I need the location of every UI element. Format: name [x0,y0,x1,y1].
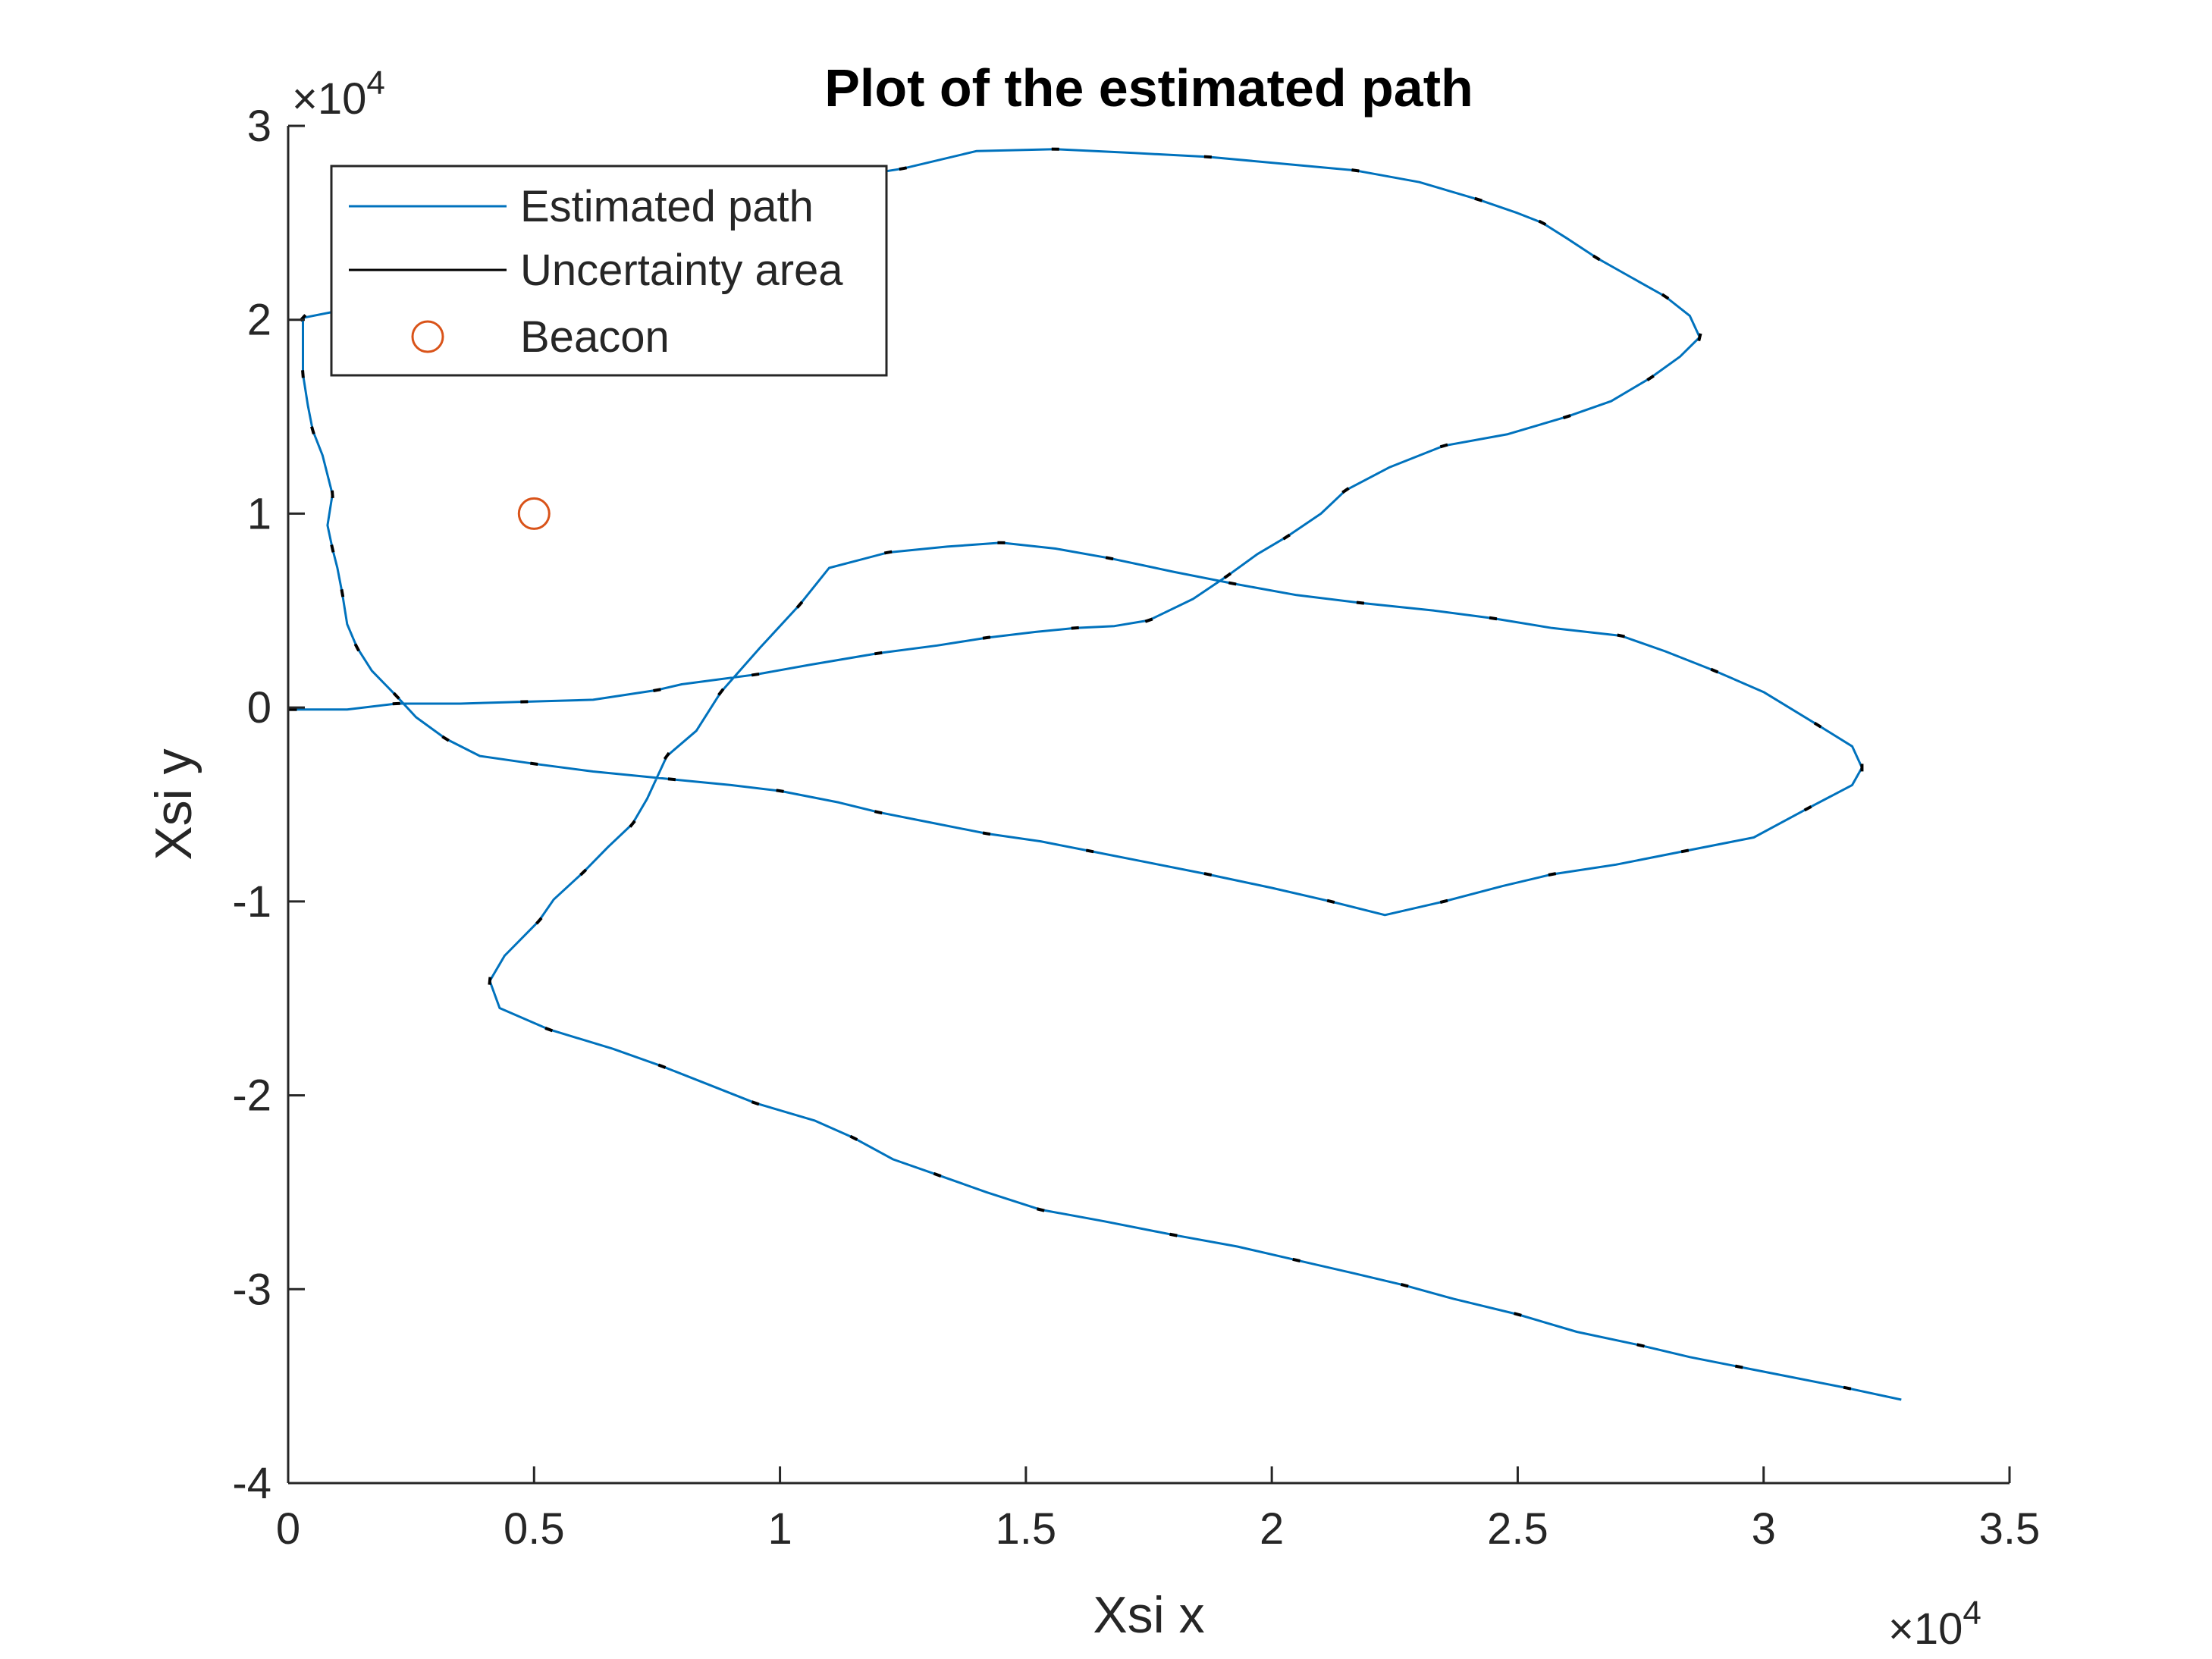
y-tick-label: 1 [247,489,271,538]
x-tick-label: 2 [1260,1504,1284,1554]
x-axis-exponent: ×104 [1888,1595,1981,1654]
y-tick-label: -2 [232,1071,271,1121]
x-tick-label: 2.5 [1487,1504,1548,1554]
uncertainty-area-mark [1548,872,1557,877]
uncertainty-area-mark [579,868,588,877]
uncertainty-area-mark [488,977,492,985]
uncertainty-area-mark [1228,581,1237,586]
uncertainty-area-mark [1105,556,1114,561]
y-tick-label: 3 [247,102,271,151]
uncertainty-area-mark [353,643,360,652]
axes [287,126,2010,1485]
x-tick-label: 1.5 [996,1504,1057,1554]
uncertainty-area-mark [1813,721,1822,729]
x-tick-label: 3 [1752,1504,1776,1554]
uncertainty-area-mark [1562,414,1571,419]
uncertainty-area-mark [899,166,908,171]
uncertainty-area-mark [1085,848,1094,854]
uncertainty-area-mark [1710,667,1719,674]
x-axis-label: Xsi x [1093,1586,1204,1644]
uncertainty-area-mark [1489,616,1498,621]
uncertainty-area-mark [1071,626,1079,630]
y-axis-label: Xsi y [145,748,202,860]
uncertainty-area-mark [535,917,543,925]
uncertainty-area-mark [1592,254,1601,262]
uncertainty-area-mark [1439,898,1448,904]
series-estimated-path-line [288,148,1902,1401]
uncertainty-area-mark [1680,848,1690,854]
x-tick-label: 1 [767,1504,792,1554]
uncertainty-area-mark [1843,1385,1852,1391]
uncertainty-area-mark [1341,487,1350,494]
uncertainty-area-mark [441,735,450,742]
uncertainty-area-mark [849,1134,858,1141]
uncertainty-area-mark [776,789,784,793]
chart-title: Plot of the estimated path [824,58,1473,118]
uncertainty-area-mark [982,831,991,836]
uncertainty-area-mark [1292,1257,1301,1262]
plot-area [288,147,1902,1401]
uncertainty-area-mark [1356,601,1365,605]
uncertainty-area-mark [1036,1207,1045,1212]
x-ticks: 0 0.5 1 1.5 2 2.5 3 3.5 [276,1466,2040,1554]
uncertainty-area-mark [883,550,893,555]
uncertainty-area-mark [1439,443,1448,449]
uncertainty-area-mark [331,490,334,498]
y-axis-exponent: ×104 [292,64,385,124]
uncertainty-area-mark [751,1100,760,1106]
uncertainty-area-mark [1223,572,1232,579]
uncertainty-area-mark [1400,1282,1409,1288]
uncertainty-area-mark [1282,533,1291,541]
y-tick-label: -1 [232,877,271,927]
legend-label-beacon: Beacon [520,312,670,362]
uncertainty-area-mark [544,1027,554,1033]
uncertainty-area-mark [1514,1312,1522,1317]
uncertainty-area-mark [310,426,315,434]
x-tick-label: 3.5 [1979,1504,2041,1554]
uncertainty-area-mark [330,544,335,553]
uncertainty-area-mark [1144,617,1153,623]
uncertainty-area-mark [340,589,345,597]
uncertainty-area-mark [1646,375,1655,381]
y-tick-label: -3 [232,1265,271,1314]
legend-label-estimated-path: Estimated path [520,182,814,231]
y-tick-label: -4 [232,1459,271,1508]
legend-beacon-marker [411,320,444,353]
beacon-marker [517,497,551,530]
uncertainty-area-mark [933,1171,942,1178]
uncertainty-area-mark [874,651,883,656]
uncertainty-area-mark [663,751,670,761]
y-ticks: 3 2 1 0 -1 -2 -3 -4 [232,102,305,1508]
uncertainty-area-mark [629,820,636,828]
x-tick-label: 0 [276,1504,300,1554]
uncertainty-area-mark [1617,633,1625,638]
uncertainty-area-mark [874,810,883,815]
uncertainty-area-mark [795,601,804,609]
uncertainty-area-mark [751,672,760,677]
uncertainty-area-mark [1538,219,1547,226]
uncertainty-area-mark [1203,872,1213,877]
uncertainty-area-mark [1734,1364,1743,1369]
uncertainty-area-mark [653,688,661,692]
uncertainty-area-mark [1169,1232,1178,1237]
legend-label-uncertainty-area: Uncertainty area [520,246,843,295]
uncertainty-area-mark [1661,293,1670,300]
uncertainty-area-mark [657,1063,667,1069]
y-tick-label: 0 [247,683,271,732]
legend: Estimated path Uncertainty area Beacon [330,165,888,377]
uncertainty-area-mark [982,635,991,640]
uncertainty-area-mark [1636,1343,1645,1348]
uncertainty-area-mark [717,688,725,696]
uncertainty-area-mark [1697,333,1702,342]
uncertainty-area-mark [392,692,400,700]
uncertainty-area-mark [1203,155,1212,159]
uncertainty-area-mark [1474,196,1483,202]
uncertainty-area-mark [1351,168,1360,173]
uncertainty-area-mark [1326,898,1335,904]
x-tick-label: 0.5 [504,1504,565,1554]
uncertainty-area-mark [1803,804,1812,812]
y-tick-label: 2 [247,296,271,345]
